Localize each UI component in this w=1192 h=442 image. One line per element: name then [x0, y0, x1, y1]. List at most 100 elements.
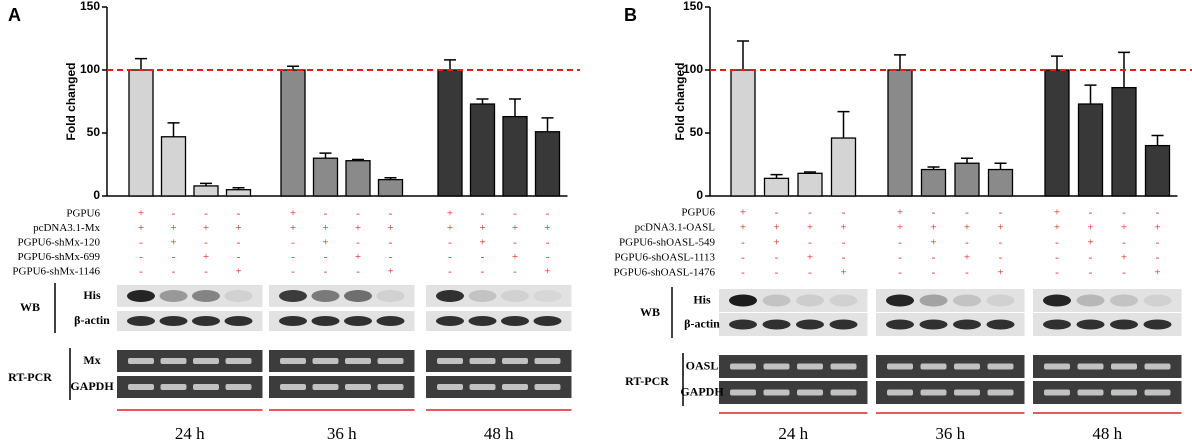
gel-panel: [269, 350, 415, 372]
wb-panel: [719, 313, 868, 336]
wb-panel: [1033, 313, 1182, 336]
wb-band: [796, 319, 824, 330]
treatment-mark: +: [447, 222, 453, 234]
error-bar: [770, 173, 783, 179]
gel-band: [437, 384, 463, 390]
time-label: 48 h: [484, 424, 514, 442]
bar: [830, 137, 857, 197]
gel-band: [128, 358, 154, 364]
wb-panel: [117, 311, 263, 331]
error-bar: [444, 59, 456, 70]
treatment-mark: +: [1121, 252, 1127, 264]
treatment-mark: -: [172, 208, 176, 220]
error-bar: [167, 122, 180, 137]
treatment-mark: -: [356, 266, 360, 278]
wb-row-label: His: [83, 288, 101, 302]
treatment-mark: +: [355, 251, 361, 263]
wb-band: [729, 294, 757, 307]
wb-band: [1076, 319, 1105, 330]
treatment-mark: -: [932, 267, 936, 279]
treatment-mark: +: [138, 222, 144, 234]
wb-row-label: His: [693, 292, 711, 306]
wb-band: [919, 319, 948, 330]
treatment-mark: +: [897, 222, 903, 234]
bar: [469, 103, 496, 197]
treatment-mark: +: [840, 267, 846, 279]
treatment-mark: +: [1054, 222, 1060, 234]
gel-band: [345, 358, 371, 364]
time-label: 36 h: [935, 424, 965, 442]
treatment-mark: +: [544, 266, 550, 278]
treatment-mark: +: [964, 252, 970, 264]
treatment-mark: -: [448, 237, 452, 249]
error-bar: [384, 176, 397, 180]
treatment-mark: -: [842, 207, 846, 219]
wb-band: [344, 290, 372, 302]
bar: [1144, 144, 1171, 197]
gel-panel: [719, 381, 868, 404]
time-label: 48 h: [1092, 424, 1122, 442]
treatment-mark: -: [172, 251, 176, 263]
gel-band: [1077, 389, 1104, 396]
treatment-mark: +: [997, 267, 1003, 279]
gel-panel: [269, 376, 415, 398]
treatment-mark: -: [741, 237, 745, 249]
treatment-mark: +: [1054, 207, 1060, 219]
time-label: 36 h: [327, 424, 357, 442]
gel-band: [193, 358, 219, 364]
bar: [1111, 86, 1137, 197]
gel-panel: [1033, 355, 1182, 378]
treatment-mark: -: [999, 252, 1003, 264]
wb-band: [1043, 294, 1071, 307]
wb-panel: [426, 311, 572, 331]
treatment-mark: -: [965, 237, 969, 249]
treatment-mark: -: [513, 237, 517, 249]
pcr-label: RT-PCR: [625, 374, 669, 388]
pcr-row-label: OASL: [686, 358, 719, 372]
treatment-mark: -: [291, 251, 295, 263]
time-label: 24 h: [778, 424, 808, 442]
gel-band: [128, 384, 154, 390]
error-bar: [737, 40, 749, 70]
bar: [1077, 103, 1104, 197]
gel-panel: [426, 376, 572, 398]
gel-band: [763, 389, 790, 396]
wb-band: [501, 316, 529, 326]
treatment-label: PGPU6-shMx-1146: [12, 266, 100, 278]
treatment-mark: +: [203, 222, 209, 234]
bar: [345, 160, 371, 197]
treatment-mark: -: [448, 266, 452, 278]
treatment-label: pcDNA3.1-OASL: [635, 222, 716, 234]
wb-band: [224, 290, 253, 302]
wb-band: [953, 294, 981, 307]
treatment-mark: -: [898, 237, 902, 249]
wb-band: [919, 294, 948, 307]
error-bar: [1084, 84, 1097, 105]
treatment-mark: -: [1156, 237, 1160, 249]
treatment-label: PGPU6-shMx-699: [17, 251, 100, 263]
gel-band: [987, 363, 1014, 370]
gel-band: [502, 384, 528, 390]
wb-band: [1110, 294, 1138, 307]
treatment-mark: -: [1089, 252, 1093, 264]
wb-panel: [1033, 289, 1182, 312]
treatment-mark: -: [513, 208, 517, 220]
treatment-mark: -: [139, 251, 143, 263]
wb-panel: [876, 289, 1025, 312]
wb-band: [224, 316, 253, 326]
y-tick-label: 0: [93, 188, 100, 202]
wb-band: [986, 319, 1015, 330]
treatment-mark: -: [965, 267, 969, 279]
y-tick-label: 150: [80, 0, 100, 13]
treatment-mark: -: [808, 237, 812, 249]
treatment-mark: +: [138, 208, 144, 220]
treatment-mark: +: [1154, 222, 1160, 234]
gel-band: [797, 389, 823, 396]
treatment-mark: -: [291, 237, 295, 249]
wb-band: [468, 290, 497, 302]
treatment-mark: -: [204, 266, 208, 278]
treatment-mark: +: [512, 222, 518, 234]
treatment-mark: -: [808, 207, 812, 219]
gel-band: [502, 358, 528, 364]
treatment-mark: -: [389, 237, 393, 249]
